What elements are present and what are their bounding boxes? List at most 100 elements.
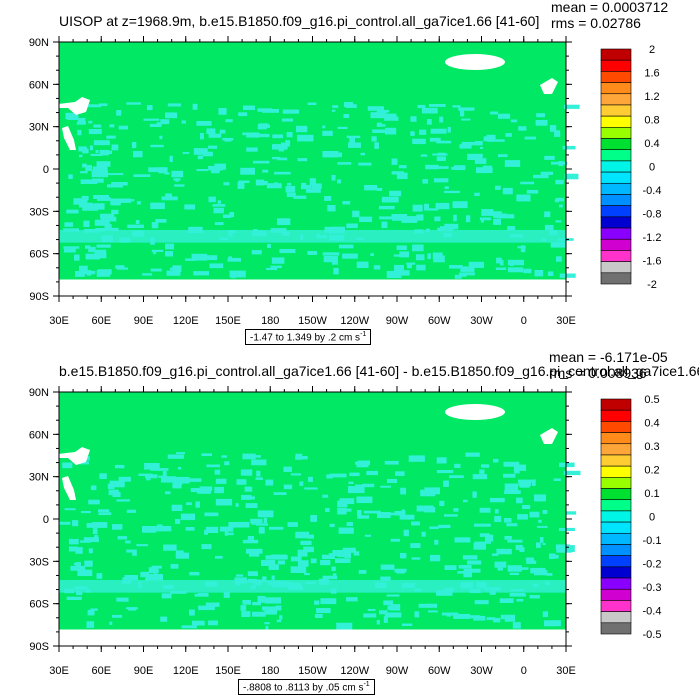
field-patch <box>170 563 179 569</box>
field-patch <box>306 188 321 193</box>
field-patch <box>387 478 398 483</box>
lon-label: 90E <box>134 665 154 677</box>
field-patch <box>283 466 292 472</box>
field-patch <box>223 591 230 598</box>
field-patch <box>380 576 391 581</box>
field-patch <box>465 452 480 457</box>
colorbar-swatch <box>600 71 632 83</box>
field-patch <box>525 557 535 561</box>
field-patch <box>80 179 98 184</box>
colorbar-label: -2 <box>647 279 657 291</box>
lon-label: 90W <box>386 665 409 677</box>
field-patch <box>208 196 216 203</box>
field-patch <box>373 265 381 270</box>
colorbar-swatch <box>600 611 632 624</box>
field-patch <box>499 598 514 603</box>
field-patch <box>227 257 241 262</box>
field-patch <box>420 154 428 157</box>
field-patch <box>346 135 361 139</box>
field-patch <box>507 262 516 265</box>
field-patch <box>290 566 307 573</box>
field-patch <box>504 490 521 494</box>
field-patch <box>235 503 239 507</box>
field-patch <box>301 182 307 190</box>
field-patch <box>433 255 445 263</box>
field-patch <box>503 461 520 467</box>
field-patch <box>549 125 557 132</box>
lat-label: 30S <box>29 206 49 218</box>
colorbar-swatch <box>600 465 632 478</box>
field-patch <box>508 259 525 266</box>
field-patch <box>277 218 291 226</box>
panel-title: b.e15.B1850.f09_g16.pi_control.all_ga7ic… <box>59 363 699 379</box>
field-patch <box>462 499 468 503</box>
field-patch <box>371 136 377 142</box>
field-patch <box>175 552 190 559</box>
field-patch <box>432 153 448 156</box>
field-patch <box>533 174 549 179</box>
colorbar-swatch <box>600 205 632 218</box>
field-patch <box>398 165 407 169</box>
field-patch <box>88 129 102 135</box>
antarctic-mask <box>59 629 566 646</box>
field-patch <box>173 178 181 181</box>
field-patch <box>214 486 224 494</box>
field-patch <box>542 611 549 618</box>
field-patch <box>242 105 255 111</box>
field-patch <box>489 590 496 595</box>
field-patch <box>152 251 157 255</box>
field-patch <box>425 208 439 211</box>
field-patch <box>93 124 102 128</box>
field-patch <box>81 195 89 201</box>
field-patch <box>553 478 561 481</box>
field-patch <box>285 186 296 193</box>
field-patch <box>74 254 80 261</box>
field-patch <box>90 153 103 156</box>
map-area <box>58 42 580 296</box>
colorbar-swatch <box>600 227 632 240</box>
lon-label: 0 <box>521 315 527 327</box>
field-patch <box>169 155 173 162</box>
field-patch <box>273 492 287 495</box>
field-patch <box>463 571 472 578</box>
field-patch <box>564 173 579 180</box>
field-patch <box>519 547 525 552</box>
field-patch <box>324 196 332 201</box>
colorbar-swatch <box>600 48 632 61</box>
field-patch <box>295 531 310 539</box>
field-patch <box>193 271 209 276</box>
field-patch <box>93 195 109 199</box>
field-patch <box>85 165 92 171</box>
field-patch <box>91 170 109 178</box>
field-patch <box>297 549 308 557</box>
colorbar-swatch <box>600 588 632 601</box>
colorbar-swatch <box>600 171 632 184</box>
field-patch <box>314 614 323 618</box>
field-patch <box>245 548 263 554</box>
field-patch <box>83 220 90 227</box>
field-patch <box>376 109 390 113</box>
field-patch <box>411 557 421 560</box>
field-patch <box>252 602 262 606</box>
field-patch <box>517 246 526 249</box>
field-patch <box>142 526 157 533</box>
field-patch <box>118 125 129 130</box>
field-patch <box>337 126 348 129</box>
field-patch <box>96 161 111 167</box>
field-patch <box>436 470 454 474</box>
field-patch <box>386 594 400 597</box>
field-patch <box>307 102 317 105</box>
field-patch <box>518 480 532 486</box>
field-patch <box>189 572 200 576</box>
field-patch <box>64 508 76 511</box>
field-patch <box>192 103 198 110</box>
lat-label: 60N <box>29 429 49 441</box>
field-patch <box>190 488 201 493</box>
field-patch <box>264 622 270 625</box>
field-patch <box>151 222 159 229</box>
field-patch <box>97 197 111 201</box>
field-patch <box>79 202 93 208</box>
field-patch <box>362 483 375 488</box>
field-patch <box>342 547 356 553</box>
contour-range-box: -.8808 to .8113 by .05 cm s-1 <box>238 679 375 696</box>
